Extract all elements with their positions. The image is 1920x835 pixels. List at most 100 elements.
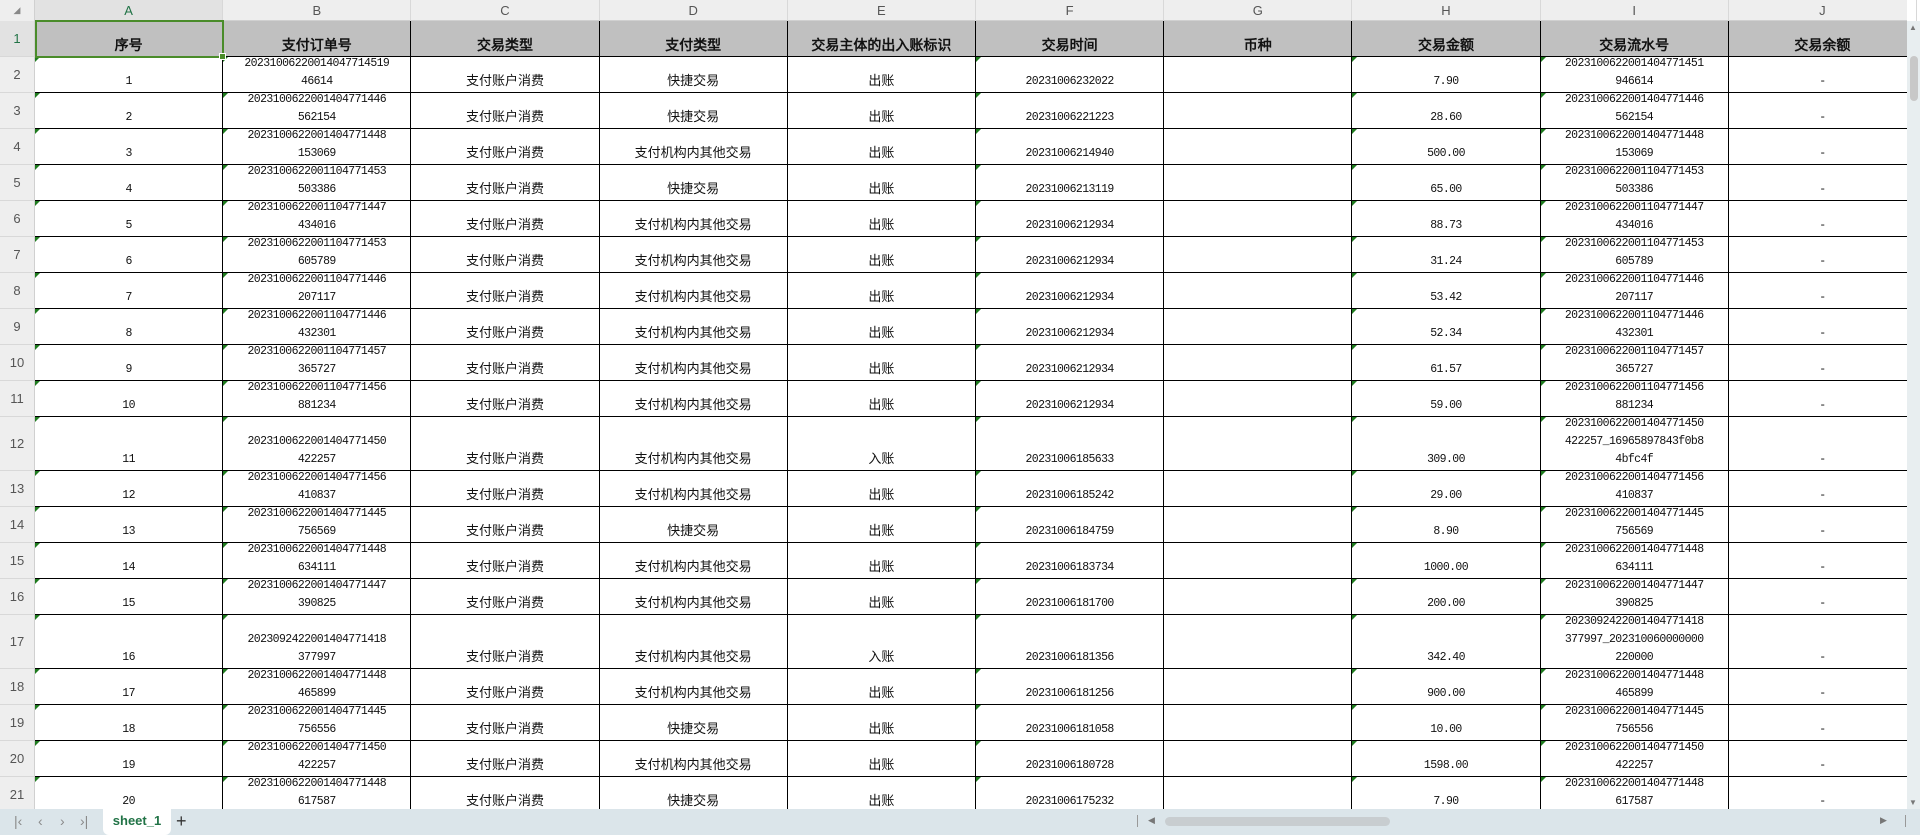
cell-h7[interactable]: 31.24 xyxy=(1352,237,1541,273)
cell-a13[interactable]: 12 xyxy=(35,471,224,507)
cell-b2[interactable]: 20231006220014047714519 46614 xyxy=(223,57,412,93)
scroll-down-icon[interactable]: ▼ xyxy=(1909,798,1917,807)
select-all-corner[interactable]: ◢ xyxy=(0,0,35,21)
row-header-12[interactable]: 12 xyxy=(0,417,35,471)
cell-i20[interactable]: 2023100622001404771450 422257 xyxy=(1540,741,1729,777)
add-sheet-button[interactable]: + xyxy=(176,811,187,831)
cell-j21[interactable]: - xyxy=(1728,777,1917,813)
cell-e9[interactable]: 出账 xyxy=(787,309,976,345)
cell-c2[interactable]: 支付账户消费 xyxy=(411,57,600,93)
cell-h20[interactable]: 1598.00 xyxy=(1352,741,1541,777)
header-cell-f[interactable]: 交易时间 xyxy=(976,21,1165,57)
cell-a12[interactable]: 11 xyxy=(35,417,224,471)
cell-e21[interactable]: 出账 xyxy=(787,777,976,813)
cell-j9[interactable]: - xyxy=(1728,309,1917,345)
cell-e19[interactable]: 出账 xyxy=(787,705,976,741)
cell-f16[interactable]: 20231006181700 xyxy=(976,579,1165,615)
cell-g17[interactable] xyxy=(1164,615,1353,669)
cell-d12[interactable]: 支付机构内其他交易 xyxy=(599,417,788,471)
column-header-b[interactable]: B xyxy=(223,0,412,21)
cell-h13[interactable]: 29.00 xyxy=(1352,471,1541,507)
cell-h8[interactable]: 53.42 xyxy=(1352,273,1541,309)
cell-g4[interactable] xyxy=(1164,129,1353,165)
cell-i14[interactable]: 2023100622001404771445 756569 xyxy=(1540,507,1729,543)
cell-e6[interactable]: 出账 xyxy=(787,201,976,237)
cell-f13[interactable]: 20231006185242 xyxy=(976,471,1165,507)
cell-j2[interactable]: - xyxy=(1728,57,1917,93)
cell-i9[interactable]: 2023100622001104771446 432301 xyxy=(1540,309,1729,345)
cell-c6[interactable]: 支付账户消费 xyxy=(411,201,600,237)
cell-c20[interactable]: 支付账户消费 xyxy=(411,741,600,777)
cell-g13[interactable] xyxy=(1164,471,1353,507)
cell-d13[interactable]: 支付机构内其他交易 xyxy=(599,471,788,507)
cell-d6[interactable]: 支付机构内其他交易 xyxy=(599,201,788,237)
cell-g5[interactable] xyxy=(1164,165,1353,201)
cell-b16[interactable]: 2023100622001404771447 390825 xyxy=(223,579,412,615)
cell-f10[interactable]: 20231006212934 xyxy=(976,345,1165,381)
cell-b7[interactable]: 2023100622001104771453 605789 xyxy=(223,237,412,273)
cell-f9[interactable]: 20231006212934 xyxy=(976,309,1165,345)
header-cell-g[interactable]: 币种 xyxy=(1164,21,1353,57)
next-sheet-icon[interactable]: › xyxy=(60,813,65,829)
cell-f15[interactable]: 20231006183734 xyxy=(976,543,1165,579)
cell-d7[interactable]: 支付机构内其他交易 xyxy=(599,237,788,273)
cell-i17[interactable]: 2023092422001404771418 377997_2023100600… xyxy=(1540,615,1729,669)
column-header-j[interactable]: J xyxy=(1729,0,1917,21)
cell-b8[interactable]: 2023100622001104771446 207117 xyxy=(223,273,412,309)
cell-c13[interactable]: 支付账户消费 xyxy=(411,471,600,507)
cell-a6[interactable]: 5 xyxy=(35,201,224,237)
cell-d8[interactable]: 支付机构内其他交易 xyxy=(599,273,788,309)
cell-a8[interactable]: 7 xyxy=(35,273,224,309)
cell-b4[interactable]: 2023100622001404771448 153069 xyxy=(223,129,412,165)
cell-f18[interactable]: 20231006181256 xyxy=(976,669,1165,705)
cell-e20[interactable]: 出账 xyxy=(787,741,976,777)
sheet-tab-sheet-1[interactable]: sheet_1 xyxy=(103,809,171,835)
cell-j20[interactable]: - xyxy=(1728,741,1917,777)
cell-c10[interactable]: 支付账户消费 xyxy=(411,345,600,381)
cell-j6[interactable]: - xyxy=(1728,201,1917,237)
cell-b11[interactable]: 2023100622001104771456 881234 xyxy=(223,381,412,417)
cell-i13[interactable]: 2023100622001404771456 410837 xyxy=(1540,471,1729,507)
cell-i12[interactable]: 2023100622001404771450 422257_1696589784… xyxy=(1540,417,1729,471)
row-header-17[interactable]: 17 xyxy=(0,615,35,669)
cell-c11[interactable]: 支付账户消费 xyxy=(411,381,600,417)
cell-a11[interactable]: 10 xyxy=(35,381,224,417)
column-header-f[interactable]: F xyxy=(976,0,1165,21)
cell-a18[interactable]: 17 xyxy=(35,669,224,705)
cell-b6[interactable]: 2023100622001104771447 434016 xyxy=(223,201,412,237)
cell-d18[interactable]: 支付机构内其他交易 xyxy=(599,669,788,705)
cell-b9[interactable]: 2023100622001104771446 432301 xyxy=(223,309,412,345)
cell-b5[interactable]: 2023100622001104771453 503386 xyxy=(223,165,412,201)
cell-j5[interactable]: - xyxy=(1728,165,1917,201)
cell-j17[interactable]: - xyxy=(1728,615,1917,669)
cell-e12[interactable]: 入账 xyxy=(787,417,976,471)
cell-i8[interactable]: 2023100622001104771446 207117 xyxy=(1540,273,1729,309)
cell-j10[interactable]: - xyxy=(1728,345,1917,381)
cell-i11[interactable]: 2023100622001104771456 881234 xyxy=(1540,381,1729,417)
horizontal-scroll-thumb[interactable] xyxy=(1165,817,1390,826)
column-header-a[interactable]: A xyxy=(35,0,224,21)
cell-b15[interactable]: 2023100622001404771448 634111 xyxy=(223,543,412,579)
cell-f3[interactable]: 20231006221223 xyxy=(976,93,1165,129)
cell-i5[interactable]: 2023100622001104771453 503386 xyxy=(1540,165,1729,201)
row-header-4[interactable]: 4 xyxy=(0,129,35,165)
cell-c21[interactable]: 支付账户消费 xyxy=(411,777,600,813)
vertical-scrollbar[interactable]: ▲ ▼ xyxy=(1907,21,1920,809)
cell-d20[interactable]: 支付机构内其他交易 xyxy=(599,741,788,777)
header-cell-h[interactable]: 交易金额 xyxy=(1352,21,1541,57)
cell-c5[interactable]: 支付账户消费 xyxy=(411,165,600,201)
cell-g18[interactable] xyxy=(1164,669,1353,705)
cell-j7[interactable]: - xyxy=(1728,237,1917,273)
cell-f2[interactable]: 20231006232022 xyxy=(976,57,1165,93)
cell-e13[interactable]: 出账 xyxy=(787,471,976,507)
cell-f12[interactable]: 20231006185633 xyxy=(976,417,1165,471)
cell-g10[interactable] xyxy=(1164,345,1353,381)
cell-d11[interactable]: 支付机构内其他交易 xyxy=(599,381,788,417)
cell-d15[interactable]: 支付机构内其他交易 xyxy=(599,543,788,579)
cell-e2[interactable]: 出账 xyxy=(787,57,976,93)
row-header-10[interactable]: 10 xyxy=(0,345,35,381)
cell-c9[interactable]: 支付账户消费 xyxy=(411,309,600,345)
row-header-15[interactable]: 15 xyxy=(0,543,35,579)
cell-c18[interactable]: 支付账户消费 xyxy=(411,669,600,705)
cell-c3[interactable]: 支付账户消费 xyxy=(411,93,600,129)
